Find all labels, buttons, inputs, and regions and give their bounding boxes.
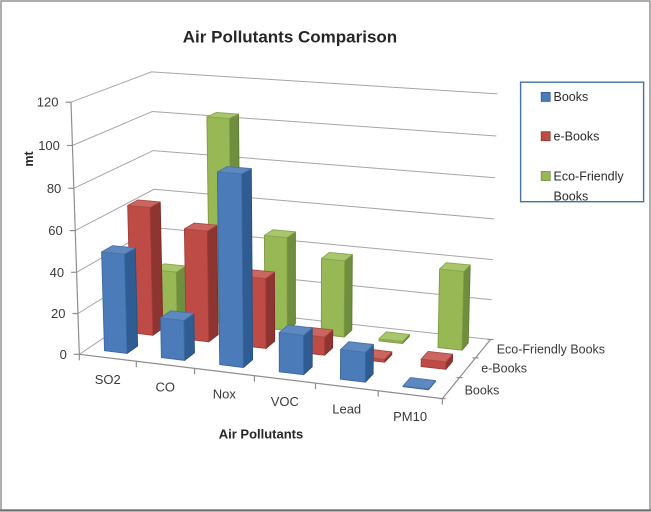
svg-text:120: 120 (37, 95, 59, 110)
svg-text:Books: Books (465, 383, 500, 397)
svg-text:Eco-Friendly Books: Eco-Friendly Books (497, 343, 605, 357)
svg-text:60: 60 (48, 223, 62, 238)
svg-text:40: 40 (50, 265, 64, 280)
svg-text:0: 0 (60, 347, 67, 362)
svg-text:mt: mt (22, 151, 36, 167)
svg-text:Air Pollutants Comparison: Air Pollutants Comparison (183, 28, 397, 47)
svg-text:20: 20 (51, 306, 65, 321)
svg-text:Air Pollutants: Air Pollutants (219, 427, 304, 442)
svg-text:80: 80 (47, 181, 61, 196)
svg-text:Lead: Lead (332, 401, 361, 416)
svg-text:Books: Books (554, 90, 589, 104)
svg-text:e-Books: e-Books (481, 362, 527, 376)
svg-text:Eco-Friendly: Eco-Friendly (554, 169, 625, 183)
svg-text:Nox: Nox (213, 387, 237, 402)
svg-text:Books: Books (554, 189, 589, 203)
svg-text:PM10: PM10 (393, 409, 427, 424)
svg-text:VOC: VOC (271, 394, 299, 409)
svg-text:e-Books: e-Books (554, 130, 600, 144)
svg-text:SO2: SO2 (95, 372, 121, 387)
svg-text:100: 100 (38, 138, 60, 153)
svg-text:CO: CO (156, 379, 176, 394)
